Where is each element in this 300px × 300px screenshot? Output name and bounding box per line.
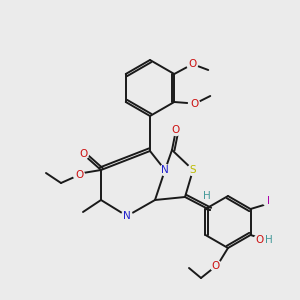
Text: O: O — [188, 59, 196, 69]
Text: O: O — [79, 149, 87, 159]
Text: O: O — [172, 125, 180, 135]
Circle shape — [77, 148, 88, 160]
Circle shape — [189, 98, 200, 110]
Circle shape — [74, 169, 85, 181]
Circle shape — [160, 164, 170, 175]
Text: N: N — [161, 165, 169, 175]
Text: I: I — [267, 196, 270, 206]
Text: N: N — [123, 211, 131, 221]
Circle shape — [254, 235, 265, 245]
Circle shape — [122, 211, 133, 221]
Circle shape — [263, 196, 274, 206]
Text: O: O — [75, 170, 83, 180]
Circle shape — [211, 260, 221, 272]
Text: H: H — [203, 191, 211, 201]
Text: O: O — [212, 261, 220, 271]
Circle shape — [170, 124, 182, 136]
Text: O: O — [190, 99, 198, 109]
Circle shape — [187, 58, 198, 70]
Circle shape — [188, 164, 199, 175]
Text: H: H — [265, 235, 272, 245]
Text: S: S — [190, 165, 196, 175]
Text: O: O — [255, 235, 264, 245]
